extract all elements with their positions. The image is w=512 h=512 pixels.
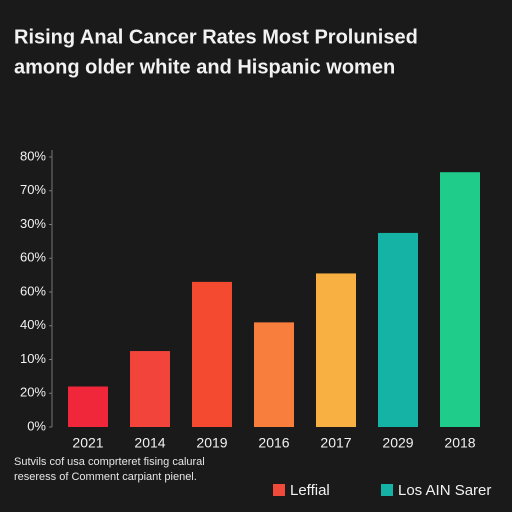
footnote: reseress of Comment carpiant pienel. bbox=[14, 471, 197, 483]
legend-label: Los AIN Sarer bbox=[398, 482, 491, 499]
y-tick-label: 70% bbox=[20, 182, 46, 197]
x-tick-label: 2021 bbox=[72, 435, 103, 451]
y-tick-label: 0% bbox=[27, 418, 46, 433]
chart-title: among older white and Hispanic women bbox=[14, 56, 395, 78]
bar bbox=[192, 281, 232, 427]
chart-title: Rising Anal Cancer Rates Most Prolunised bbox=[14, 26, 418, 48]
y-tick-label: 30% bbox=[20, 216, 46, 231]
bar bbox=[254, 322, 294, 427]
x-tick-label: 2016 bbox=[258, 435, 289, 451]
bar bbox=[378, 232, 418, 427]
x-tick-label: 2029 bbox=[382, 435, 413, 451]
y-tick-label: 20% bbox=[20, 385, 46, 400]
y-tick-label: 60% bbox=[20, 283, 46, 298]
x-tick-label: 2017 bbox=[320, 435, 351, 451]
y-tick-label: 40% bbox=[20, 317, 46, 332]
x-tick-label: 2019 bbox=[196, 435, 227, 451]
bar bbox=[316, 273, 356, 427]
y-tick-label: 60% bbox=[20, 250, 46, 265]
bar bbox=[440, 172, 480, 427]
footnote: Sutvils cof usa comprteret fising calura… bbox=[14, 456, 205, 468]
legend-swatch bbox=[273, 484, 285, 496]
y-tick-label: 80% bbox=[20, 148, 46, 163]
bar bbox=[130, 351, 170, 427]
x-tick-label: 2018 bbox=[444, 435, 475, 451]
legend-label: Leffial bbox=[290, 482, 330, 499]
x-tick-label: 2014 bbox=[134, 435, 165, 451]
bar bbox=[68, 386, 108, 427]
y-tick-label: 10% bbox=[20, 351, 46, 366]
legend-swatch bbox=[381, 484, 393, 496]
